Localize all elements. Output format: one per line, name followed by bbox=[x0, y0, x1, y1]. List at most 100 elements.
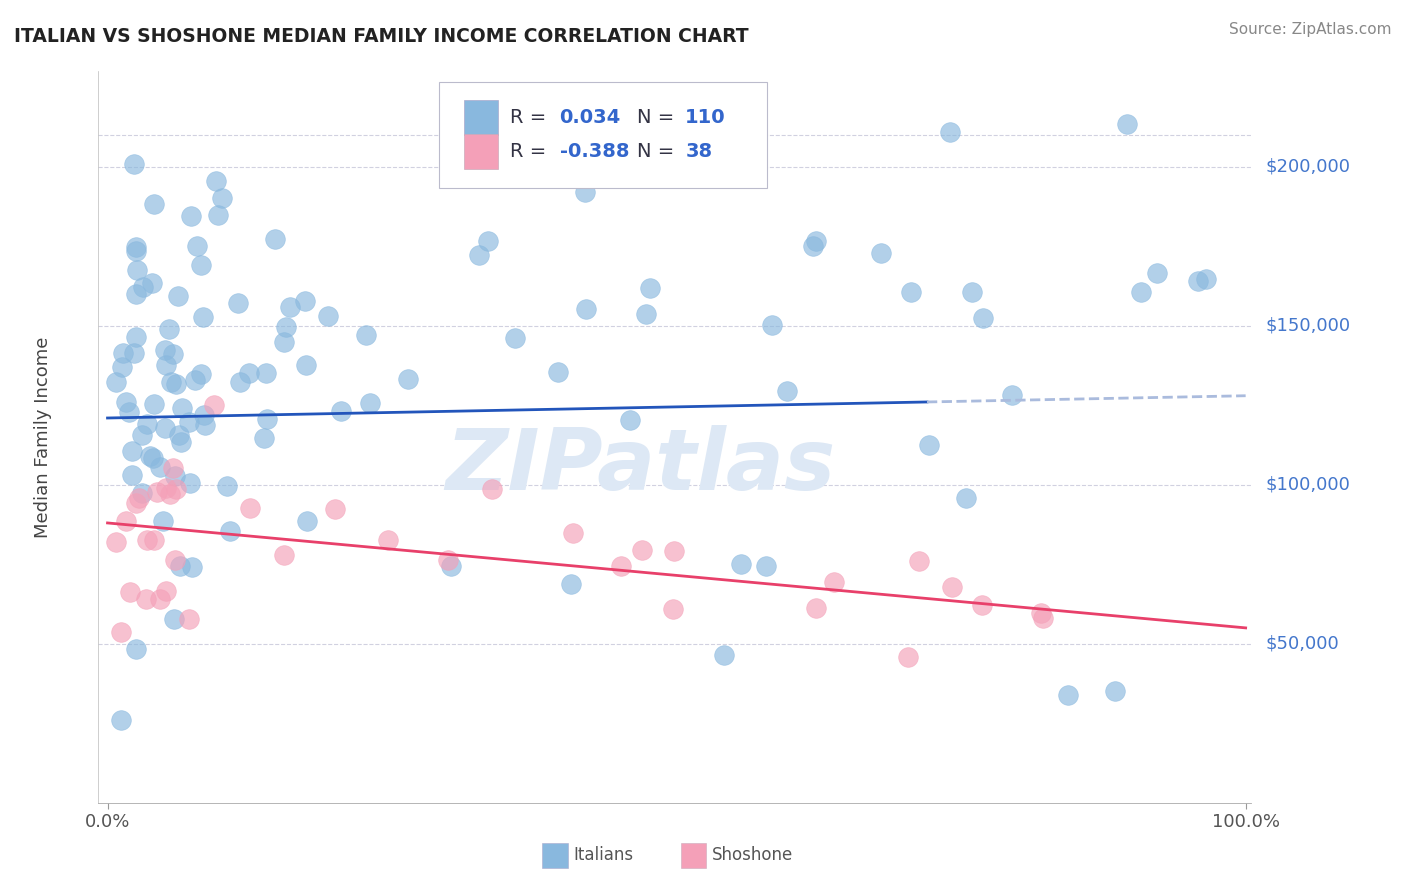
Point bbox=[634, 307, 657, 321]
Point bbox=[202, 398, 225, 412]
Point bbox=[806, 600, 828, 615]
Point bbox=[217, 478, 239, 492]
Point bbox=[325, 502, 347, 516]
Text: ZIPatlas: ZIPatlas bbox=[446, 425, 835, 508]
Point bbox=[730, 557, 752, 571]
Point bbox=[761, 318, 783, 333]
Point bbox=[152, 514, 174, 528]
Point bbox=[170, 434, 193, 449]
Point bbox=[574, 185, 596, 199]
Point bbox=[115, 514, 138, 528]
Text: $150,000: $150,000 bbox=[1265, 317, 1350, 334]
Point bbox=[972, 310, 994, 325]
Point bbox=[547, 365, 569, 379]
Point bbox=[939, 125, 962, 139]
Point bbox=[142, 397, 165, 411]
Point bbox=[179, 476, 201, 491]
Point bbox=[468, 248, 491, 262]
Point bbox=[131, 427, 153, 442]
Point bbox=[254, 367, 277, 381]
Point bbox=[155, 359, 177, 373]
Point bbox=[148, 459, 170, 474]
Point bbox=[179, 415, 201, 429]
Point bbox=[162, 460, 184, 475]
Point bbox=[713, 648, 735, 663]
Point bbox=[105, 375, 128, 389]
Point bbox=[143, 197, 166, 211]
Text: $100,000: $100,000 bbox=[1265, 475, 1350, 494]
Point bbox=[278, 300, 301, 314]
Point bbox=[897, 650, 920, 665]
Point bbox=[918, 438, 941, 452]
Point bbox=[941, 580, 963, 594]
Point bbox=[481, 482, 503, 496]
Point bbox=[190, 258, 212, 272]
Point bbox=[138, 449, 160, 463]
Point bbox=[264, 232, 287, 246]
Point bbox=[560, 577, 582, 591]
Point bbox=[160, 376, 183, 390]
Point bbox=[162, 347, 184, 361]
Text: Italians: Italians bbox=[574, 847, 634, 864]
Point bbox=[273, 335, 295, 350]
Text: $200,000: $200,000 bbox=[1265, 158, 1350, 176]
Point bbox=[121, 444, 143, 458]
Text: Shoshone: Shoshone bbox=[711, 847, 793, 864]
Point bbox=[960, 285, 983, 299]
Point bbox=[125, 641, 148, 656]
Point bbox=[165, 376, 187, 391]
Text: Median Family Income: Median Family Income bbox=[34, 336, 52, 538]
Point bbox=[686, 138, 709, 153]
Point bbox=[869, 246, 891, 260]
Point bbox=[619, 413, 641, 427]
Point bbox=[184, 373, 207, 387]
Point bbox=[165, 482, 187, 496]
Point bbox=[110, 625, 132, 640]
Point bbox=[112, 346, 135, 360]
Point bbox=[297, 514, 319, 528]
Point bbox=[110, 713, 132, 727]
FancyBboxPatch shape bbox=[543, 844, 568, 868]
Point bbox=[157, 321, 180, 335]
Text: 110: 110 bbox=[685, 108, 725, 127]
Point bbox=[295, 358, 318, 372]
Point bbox=[186, 239, 208, 253]
Point bbox=[165, 469, 187, 483]
Point bbox=[1056, 688, 1078, 702]
Point bbox=[131, 280, 153, 294]
Point bbox=[125, 330, 148, 344]
Point bbox=[377, 533, 399, 548]
Point bbox=[111, 359, 134, 374]
Point bbox=[142, 451, 165, 466]
Text: 0.034: 0.034 bbox=[560, 108, 621, 127]
Point bbox=[253, 431, 276, 445]
Point bbox=[191, 310, 214, 324]
Point bbox=[155, 481, 177, 495]
Point bbox=[120, 585, 142, 599]
Point bbox=[163, 612, 186, 626]
Point bbox=[167, 288, 190, 302]
Point bbox=[239, 500, 262, 515]
FancyBboxPatch shape bbox=[464, 100, 499, 135]
Point bbox=[662, 602, 685, 616]
Point bbox=[1187, 274, 1209, 288]
Point bbox=[124, 157, 146, 171]
FancyBboxPatch shape bbox=[464, 135, 499, 169]
Point bbox=[823, 574, 845, 589]
Point bbox=[755, 558, 778, 573]
Point bbox=[190, 368, 212, 382]
Point bbox=[238, 366, 260, 380]
Point bbox=[124, 496, 146, 510]
Point bbox=[1001, 388, 1024, 402]
Point bbox=[226, 296, 249, 310]
Point bbox=[955, 491, 977, 505]
Point bbox=[207, 208, 229, 222]
Text: R =: R = bbox=[510, 108, 553, 127]
Point bbox=[273, 548, 295, 562]
Text: 38: 38 bbox=[685, 143, 713, 161]
Point bbox=[141, 276, 163, 290]
Point bbox=[194, 417, 217, 432]
Text: -0.388: -0.388 bbox=[560, 143, 628, 161]
Point bbox=[219, 524, 242, 539]
Point bbox=[801, 239, 824, 253]
